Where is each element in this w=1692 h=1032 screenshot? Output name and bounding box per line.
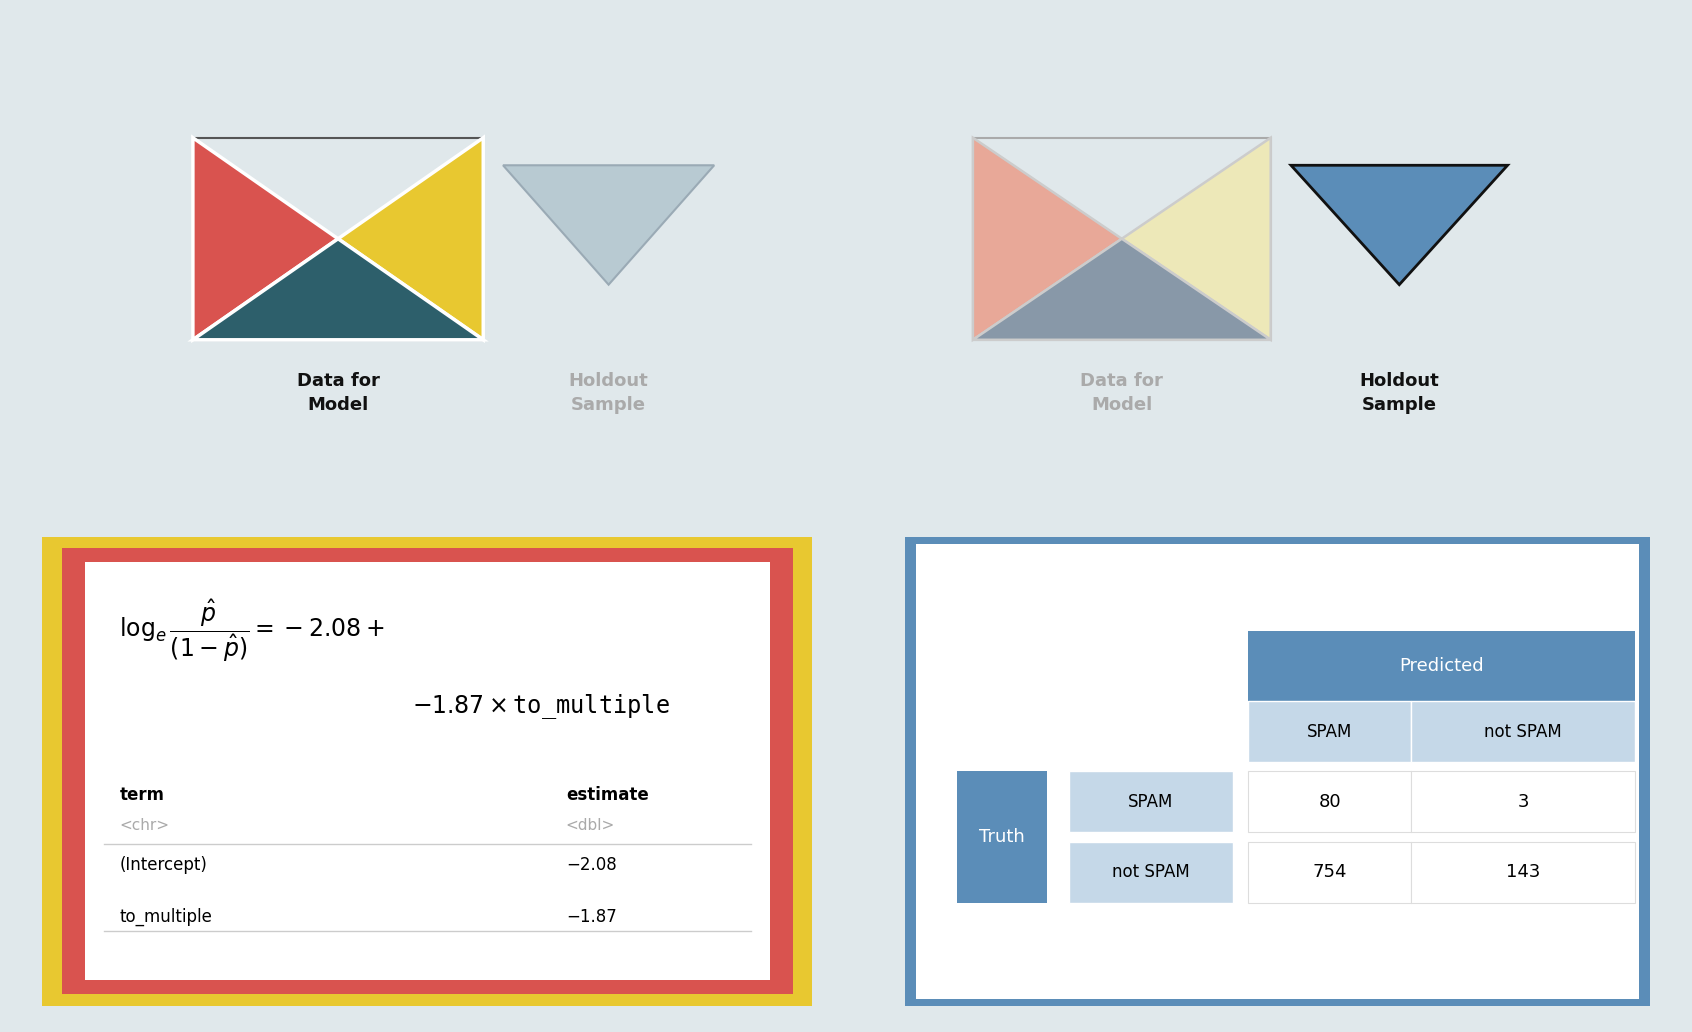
FancyBboxPatch shape [1411, 701, 1634, 762]
Text: Holdout
Sample: Holdout Sample [569, 372, 648, 414]
Text: Predicted: Predicted [1399, 656, 1484, 675]
Text: −1.87: −1.87 [565, 907, 616, 926]
Text: 3: 3 [1518, 793, 1530, 811]
FancyBboxPatch shape [1069, 772, 1233, 833]
Text: Holdout
Sample: Holdout Sample [1359, 372, 1440, 414]
Text: <chr>: <chr> [118, 818, 169, 834]
FancyBboxPatch shape [1247, 701, 1411, 762]
Polygon shape [193, 137, 338, 340]
Text: $-1.87 \times \mathtt{to\_multiple}$: $-1.87 \times \mathtt{to\_multiple}$ [411, 691, 670, 720]
Text: Data for
Model: Data for Model [1081, 372, 1162, 414]
Text: $\log_e \dfrac{\hat{p}}{(1-\hat{p})} = -2.08 +$: $\log_e \dfrac{\hat{p}}{(1-\hat{p})} = -… [118, 598, 386, 664]
Text: (Intercept): (Intercept) [118, 856, 206, 874]
FancyBboxPatch shape [42, 537, 812, 1006]
Text: SPAM: SPAM [1306, 722, 1352, 741]
Polygon shape [193, 238, 484, 340]
Text: −2.08: −2.08 [565, 856, 616, 874]
FancyBboxPatch shape [1411, 772, 1634, 833]
Polygon shape [973, 238, 1271, 340]
FancyBboxPatch shape [61, 548, 794, 995]
FancyBboxPatch shape [85, 562, 770, 980]
FancyBboxPatch shape [1247, 842, 1411, 903]
FancyBboxPatch shape [905, 537, 1650, 1006]
Polygon shape [1291, 165, 1508, 285]
FancyBboxPatch shape [917, 544, 1638, 999]
Text: term: term [118, 785, 164, 804]
Polygon shape [973, 137, 1122, 340]
FancyBboxPatch shape [1411, 842, 1634, 903]
Text: 754: 754 [1313, 864, 1347, 881]
Text: Data for
Model: Data for Model [296, 372, 379, 414]
Text: 80: 80 [1318, 793, 1340, 811]
FancyBboxPatch shape [1247, 772, 1411, 833]
FancyBboxPatch shape [1069, 842, 1233, 903]
Text: estimate: estimate [565, 785, 648, 804]
Polygon shape [503, 165, 714, 285]
Text: 143: 143 [1506, 864, 1540, 881]
Text: not SPAM: not SPAM [1112, 864, 1189, 881]
FancyBboxPatch shape [1247, 631, 1634, 701]
FancyBboxPatch shape [958, 772, 1047, 903]
Text: to_multiple: to_multiple [118, 907, 212, 926]
Text: SPAM: SPAM [1129, 793, 1174, 811]
Polygon shape [1122, 137, 1271, 340]
Text: not SPAM: not SPAM [1484, 722, 1562, 741]
Polygon shape [338, 137, 484, 340]
Text: Truth: Truth [980, 828, 1025, 846]
Text: <dbl>: <dbl> [565, 818, 616, 834]
